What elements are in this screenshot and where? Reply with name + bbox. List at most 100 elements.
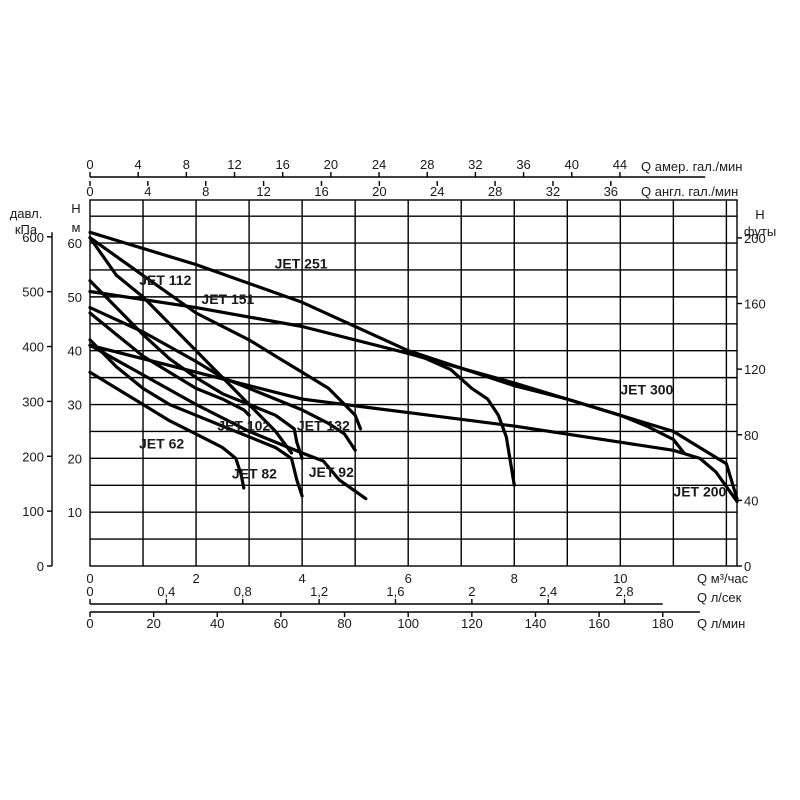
x-tick-lmin: 140 bbox=[525, 616, 547, 631]
y-unit-kpa: кПа bbox=[15, 222, 38, 237]
y-tick-m: 30 bbox=[68, 398, 82, 413]
x-tick-us-gal: 4 bbox=[135, 157, 142, 172]
y-tick-kpa: 500 bbox=[22, 285, 44, 300]
curve-label: JET 132 bbox=[297, 417, 350, 433]
x-tick-ls: 0 bbox=[86, 584, 93, 599]
y-unit-m: м bbox=[72, 220, 81, 235]
y-tick-ft: 160 bbox=[744, 297, 766, 312]
curve-jet-251 bbox=[88, 236, 363, 431]
curve-jet-102 bbox=[88, 311, 251, 417]
y-tick-ft: 120 bbox=[744, 362, 766, 377]
x-unit-ls: Q л/сек bbox=[697, 590, 742, 605]
y-label-h-right: H bbox=[755, 207, 764, 222]
x-tick-us-gal: 0 bbox=[86, 157, 93, 172]
x-tick-ls: 0,4 bbox=[157, 584, 175, 599]
y-label-pressure: давл. bbox=[10, 206, 43, 221]
x-tick-us-gal: 36 bbox=[516, 157, 530, 172]
y-tick-ft: 0 bbox=[744, 559, 751, 574]
x-tick-lmin: 80 bbox=[337, 616, 351, 631]
curve-jet-62 bbox=[88, 370, 246, 490]
x-tick-imp-gal: 28 bbox=[488, 184, 502, 199]
x-tick-m3h: 0 bbox=[86, 571, 93, 586]
x-tick-ls: 2,4 bbox=[539, 584, 557, 599]
x-tick-us-gal: 24 bbox=[372, 157, 386, 172]
x-tick-lmin: 120 bbox=[461, 616, 483, 631]
x-tick-us-gal: 32 bbox=[468, 157, 482, 172]
curve-label: JET 300 bbox=[620, 381, 673, 397]
y-unit-ft: футы bbox=[744, 224, 776, 239]
y-tick-m: 20 bbox=[68, 451, 82, 466]
curve-jet-200 bbox=[88, 289, 739, 501]
curve-jet-151 bbox=[88, 306, 357, 452]
x-unit-imp-gal: Q англ. гал./мин bbox=[641, 184, 738, 199]
curve-11 bbox=[406, 349, 516, 487]
y-tick-kpa: 100 bbox=[22, 504, 44, 519]
x-tick-m3h: 4 bbox=[299, 571, 306, 586]
curve-jet-132 bbox=[88, 279, 304, 460]
x-unit-lmin: Q л/мин bbox=[697, 616, 745, 631]
x-tick-lmin: 20 bbox=[146, 616, 160, 631]
x-tick-us-gal: 20 bbox=[324, 157, 338, 172]
y-label-h-left: H bbox=[71, 201, 80, 216]
labels: JET 62 JET 82 JET 92 JET 102 JET 132 JET 112 J… bbox=[139, 255, 727, 499]
y-tick-kpa: 300 bbox=[22, 394, 44, 409]
x-tick-us-gal: 16 bbox=[275, 157, 289, 172]
x-tick-ls: 0,8 bbox=[234, 584, 252, 599]
x-unit-m3h: Q м³/час bbox=[697, 571, 749, 586]
y-tick-m: 10 bbox=[68, 505, 82, 520]
x-tick-m3h: 6 bbox=[405, 571, 412, 586]
x-tick-imp-gal: 20 bbox=[372, 184, 386, 199]
x-tick-imp-gal: 4 bbox=[144, 184, 151, 199]
x-tick-us-gal: 8 bbox=[183, 157, 190, 172]
grid bbox=[90, 200, 737, 566]
y-tick-m: 40 bbox=[68, 344, 82, 359]
x-tick-us-gal: 44 bbox=[613, 157, 627, 172]
y-tick-kpa: 400 bbox=[22, 340, 44, 355]
curve-label: JET 62 bbox=[139, 436, 184, 452]
curve-10 bbox=[88, 343, 739, 503]
curve-label: JET 102 bbox=[217, 417, 270, 433]
curve-label: JET 151 bbox=[201, 291, 254, 307]
x-tick-lmin: 40 bbox=[210, 616, 224, 631]
x-tick-imp-gal: 32 bbox=[546, 184, 560, 199]
curve-jet-300 bbox=[88, 230, 686, 455]
x-tick-m3h: 8 bbox=[511, 571, 518, 586]
x-tick-ls: 1,2 bbox=[310, 584, 328, 599]
x-tick-us-gal: 40 bbox=[565, 157, 579, 172]
x-tick-lmin: 160 bbox=[588, 616, 610, 631]
curve-jet-82 bbox=[88, 338, 304, 498]
y-tick-kpa: 200 bbox=[22, 449, 44, 464]
x-tick-imp-gal: 36 bbox=[604, 184, 618, 199]
y-tick-kpa: 600 bbox=[22, 230, 44, 245]
curve-label: JET 112 bbox=[139, 272, 191, 288]
y-tick-ft: 40 bbox=[744, 493, 758, 508]
curve-label: JET 200 bbox=[673, 484, 726, 500]
y-tick-kpa: 0 bbox=[37, 559, 44, 574]
y-tick-m: 60 bbox=[68, 236, 82, 251]
x-tick-m3h: 2 bbox=[192, 571, 199, 586]
x-tick-imp-gal: 0 bbox=[86, 184, 93, 199]
x-tick-imp-gal: 12 bbox=[256, 184, 270, 199]
curve-label: JET 82 bbox=[232, 465, 277, 481]
x-tick-us-gal: 12 bbox=[227, 157, 241, 172]
x-tick-lmin: 60 bbox=[274, 616, 288, 631]
curve-jet-112 bbox=[88, 236, 294, 455]
x-tick-imp-gal: 16 bbox=[314, 184, 328, 199]
curve-jet-92 bbox=[88, 343, 368, 501]
x-unit-us-gal: Q амер. гал./мин bbox=[641, 159, 742, 174]
x-tick-imp-gal: 8 bbox=[202, 184, 209, 199]
x-tick-lmin: 180 bbox=[652, 616, 674, 631]
x-tick-lmin: 100 bbox=[397, 616, 419, 631]
x-tick-imp-gal: 24 bbox=[430, 184, 444, 199]
x-tick-ls: 2 bbox=[468, 584, 475, 599]
x-tick-ls: 2,8 bbox=[616, 584, 634, 599]
x-tick-m3h: 10 bbox=[613, 571, 627, 586]
x-tick-ls: 1,6 bbox=[386, 584, 404, 599]
y-tick-ft: 200 bbox=[744, 231, 766, 246]
x-tick-lmin: 0 bbox=[86, 616, 93, 631]
y-tick-m: 50 bbox=[68, 290, 82, 305]
plot-frame bbox=[89, 199, 738, 567]
curve-label: JET 92 bbox=[309, 464, 354, 480]
